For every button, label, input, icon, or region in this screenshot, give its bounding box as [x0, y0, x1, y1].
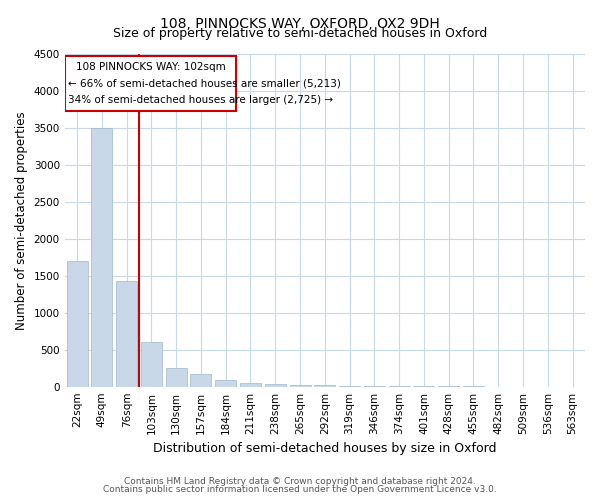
X-axis label: Distribution of semi-detached houses by size in Oxford: Distribution of semi-detached houses by … — [153, 442, 497, 455]
Bar — [190, 374, 211, 386]
Text: 34% of semi-detached houses are larger (2,725) →: 34% of semi-detached houses are larger (… — [68, 95, 333, 105]
Bar — [215, 380, 236, 386]
Bar — [240, 383, 261, 386]
Text: 108 PINNOCKS WAY: 102sqm: 108 PINNOCKS WAY: 102sqm — [76, 62, 225, 72]
Bar — [166, 368, 187, 386]
Text: Contains public sector information licensed under the Open Government Licence v3: Contains public sector information licen… — [103, 485, 497, 494]
Text: ← 66% of semi-detached houses are smaller (5,213): ← 66% of semi-detached houses are smalle… — [68, 78, 341, 88]
Bar — [290, 385, 311, 386]
Text: 108, PINNOCKS WAY, OXFORD, OX2 9DH: 108, PINNOCKS WAY, OXFORD, OX2 9DH — [160, 18, 440, 32]
Bar — [314, 385, 335, 386]
Bar — [265, 384, 286, 386]
FancyBboxPatch shape — [65, 56, 236, 111]
Bar — [67, 261, 88, 386]
Bar — [141, 342, 162, 386]
Bar — [116, 281, 137, 386]
Y-axis label: Number of semi-detached properties: Number of semi-detached properties — [15, 111, 28, 330]
Text: Size of property relative to semi-detached houses in Oxford: Size of property relative to semi-detach… — [113, 28, 487, 40]
Text: Contains HM Land Registry data © Crown copyright and database right 2024.: Contains HM Land Registry data © Crown c… — [124, 477, 476, 486]
Bar — [91, 128, 112, 386]
